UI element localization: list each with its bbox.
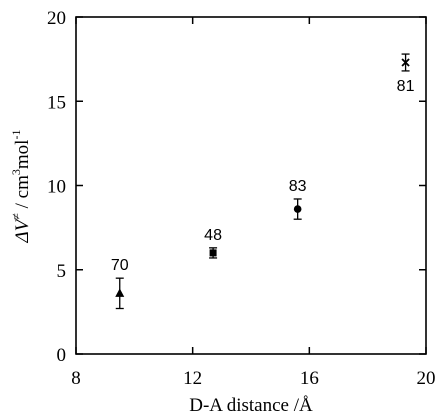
data-point-70: 70 — [111, 257, 129, 310]
point-label: 81 — [397, 78, 415, 95]
x-tick-label: 8 — [71, 368, 81, 389]
triangle-marker — [115, 288, 125, 297]
y-axis-title: ΔV≠ / cm3mol-1 — [9, 130, 33, 244]
x-marker-stroke-b — [401, 58, 410, 67]
circle-marker — [293, 205, 302, 213]
point-label: 48 — [204, 227, 222, 244]
axis-tick-labels: 8 12 16 20 0 5 10 15 20 — [47, 8, 436, 389]
y-tick-label: 5 — [57, 261, 67, 282]
data-point-81: 81 — [397, 53, 415, 95]
x-tick-label: 12 — [183, 368, 202, 389]
data-point-83: 83 — [289, 178, 307, 220]
x-tick-label: 20 — [417, 368, 436, 389]
axis-ticks — [75, 16, 427, 355]
point-label: 70 — [111, 257, 129, 274]
data-points: 70 48 83 81 — [111, 53, 415, 310]
plot-frame — [75, 16, 427, 355]
data-point-48: 48 — [204, 227, 222, 259]
square-marker — [209, 249, 217, 257]
point-label: 83 — [289, 178, 307, 195]
x-tick-label: 16 — [300, 368, 319, 389]
y-tick-label: 0 — [57, 345, 67, 366]
x-axis-title: D-A distance /Å — [189, 395, 313, 416]
y-tick-label: 15 — [47, 92, 66, 113]
y-tick-label: 10 — [47, 177, 66, 198]
y-tick-label: 20 — [47, 8, 66, 29]
